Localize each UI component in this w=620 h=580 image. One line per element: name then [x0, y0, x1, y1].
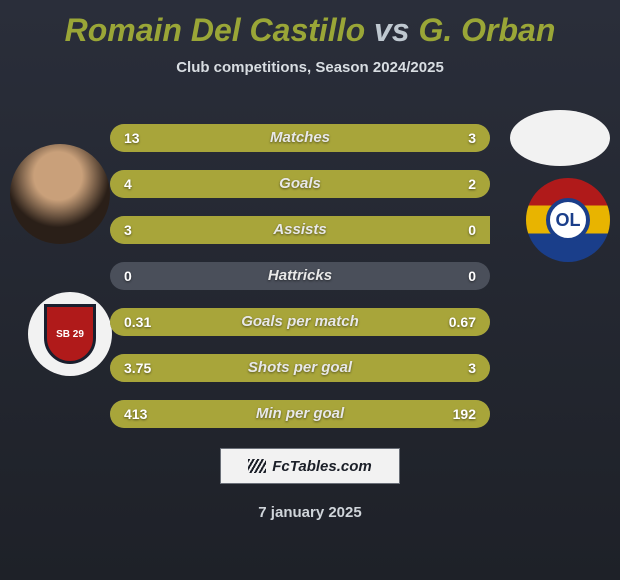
- player2-name: G. Orban: [418, 12, 555, 48]
- stat-right-value: 3: [468, 124, 476, 152]
- stat-right-value: 0: [468, 216, 476, 244]
- subtitle: Club competitions, Season 2024/2025: [0, 59, 620, 76]
- stat-row: 413 Min per goal 192: [110, 400, 490, 428]
- stats-container: 13 Matches 3 4 Goals 2 3 Assists 0 0 Hat…: [110, 124, 490, 446]
- vs-label: vs: [374, 12, 410, 48]
- stat-label: Goals: [110, 170, 490, 198]
- player1-club-logo: SB 29: [28, 292, 112, 376]
- player2-club-logo: OL: [526, 178, 610, 262]
- branding-icon: [248, 459, 266, 473]
- branding-badge[interactable]: FcTables.com: [220, 448, 400, 484]
- date-label: 7 january 2025: [0, 504, 620, 521]
- stat-row: 3.75 Shots per goal 3: [110, 354, 490, 382]
- stat-label: Assists: [110, 216, 490, 244]
- stat-right-value: 0.67: [449, 308, 476, 336]
- stat-right-value: 192: [453, 400, 476, 428]
- stat-label: Goals per match: [110, 308, 490, 336]
- stat-row: 0 Hattricks 0: [110, 262, 490, 290]
- player1-name: Romain Del Castillo: [65, 12, 366, 48]
- branding-text: FcTables.com: [272, 458, 371, 475]
- club-right-badge: OL: [546, 198, 590, 242]
- player1-avatar: [10, 144, 110, 244]
- stat-row: 0.31 Goals per match 0.67: [110, 308, 490, 336]
- stat-label: Hattricks: [110, 262, 490, 290]
- stat-right-value: 0: [468, 262, 476, 290]
- stat-label: Matches: [110, 124, 490, 152]
- stat-row: 4 Goals 2: [110, 170, 490, 198]
- page-title: Romain Del Castillo vs G. Orban: [0, 0, 620, 49]
- stat-row: 13 Matches 3: [110, 124, 490, 152]
- club-left-badge: SB 29: [44, 304, 96, 364]
- stat-label: Shots per goal: [110, 354, 490, 382]
- stat-row: 3 Assists 0: [110, 216, 490, 244]
- stat-right-value: 3: [468, 354, 476, 382]
- stat-label: Min per goal: [110, 400, 490, 428]
- stat-right-value: 2: [468, 170, 476, 198]
- player2-avatar: [510, 110, 610, 166]
